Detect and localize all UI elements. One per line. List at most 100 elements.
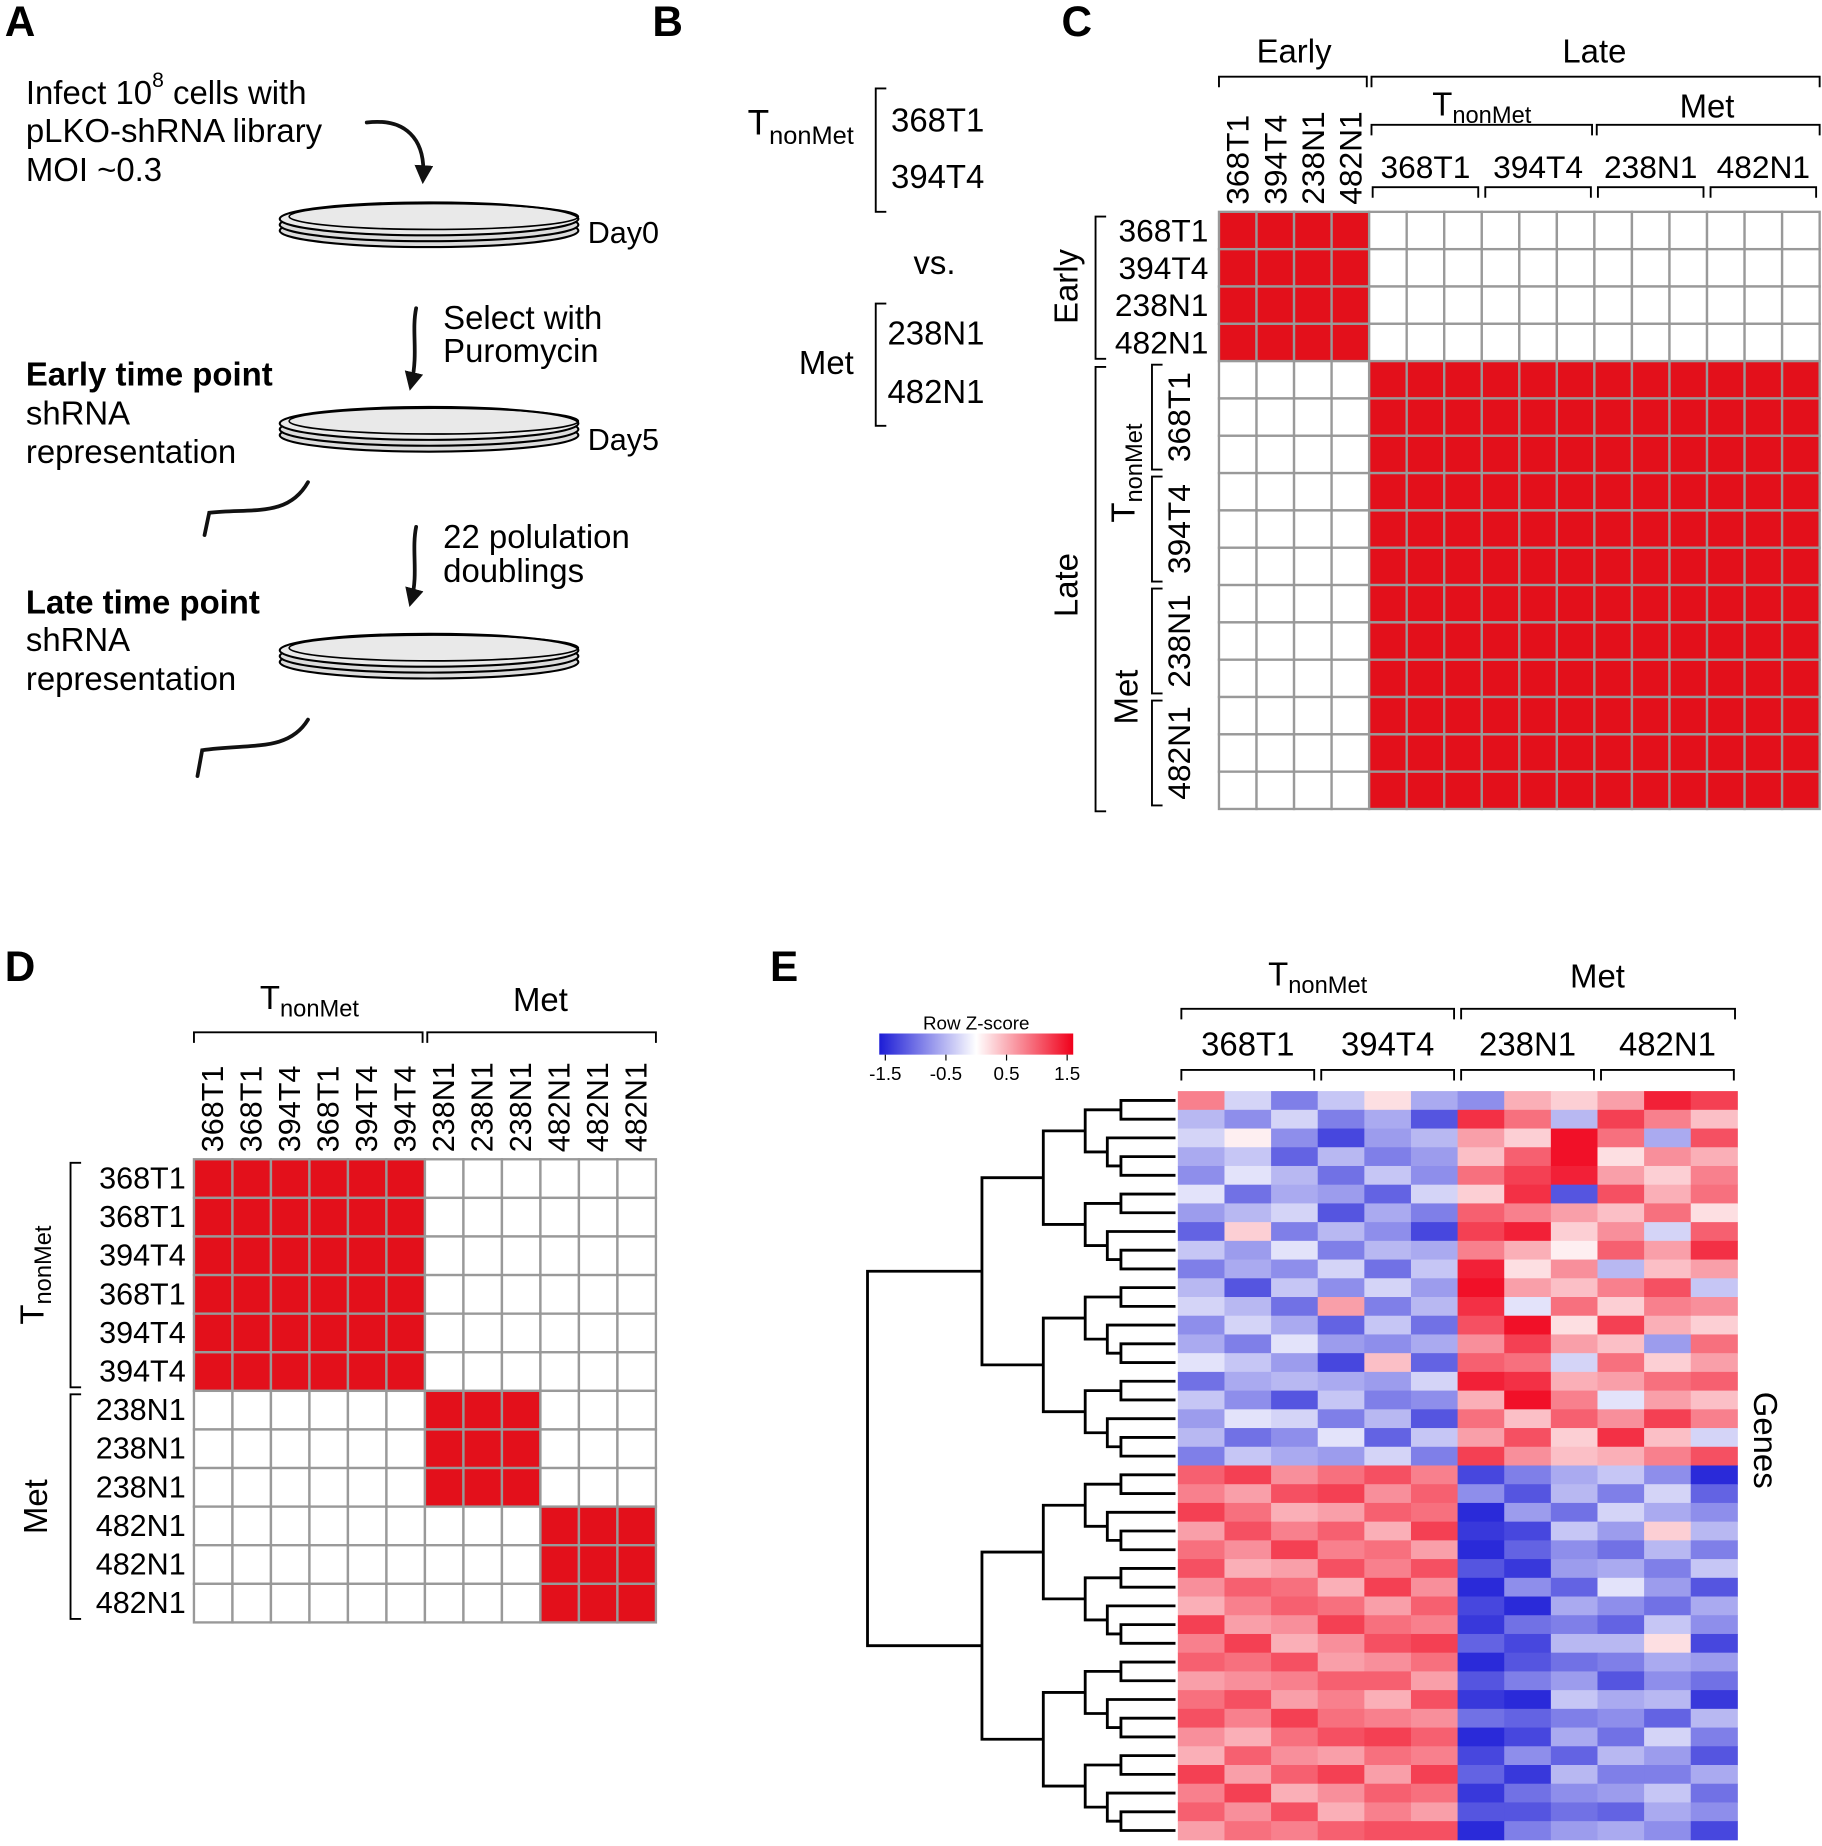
- label: 238N1: [1295, 111, 1331, 204]
- heatmap-cell: [1177, 1502, 1225, 1523]
- matrix-cell: [1480, 733, 1521, 773]
- heatmap-cell: [1597, 1203, 1645, 1223]
- matrix-cell: [577, 1351, 619, 1393]
- matrix-cell: [1780, 322, 1821, 363]
- matrix-cell: [1443, 583, 1483, 624]
- bracket: [1094, 366, 1107, 813]
- matrix-cell: [500, 1273, 542, 1315]
- heatmap-cell: [1457, 1746, 1505, 1766]
- heatmap-cell: [1504, 1540, 1552, 1560]
- matrix-cell: [1705, 434, 1746, 475]
- heatmap-cell: [1317, 1465, 1365, 1485]
- heatmap-cell: [1177, 1764, 1225, 1785]
- label: 368T1: [99, 1277, 186, 1311]
- matrix-cell: [1555, 770, 1596, 811]
- heatmap-cell: [1271, 1109, 1319, 1130]
- heatmap-cell: [1457, 1184, 1505, 1204]
- matrix-cell: [1480, 546, 1521, 587]
- matrix-cell: [1480, 359, 1521, 400]
- heatmap-cell: [1271, 1540, 1319, 1560]
- matrix-cell: [1705, 546, 1746, 587]
- matrix-cell: [616, 1544, 658, 1585]
- matrix-cell: [1555, 546, 1596, 587]
- heatmap-cell: [1364, 1484, 1412, 1504]
- dendrogram-branch: [1105, 1417, 1176, 1449]
- heatmap-cell: [1410, 1577, 1459, 1597]
- bracket: [69, 1393, 82, 1620]
- heatmap-cell: [1597, 1559, 1645, 1579]
- heatmap-cell: [1177, 1259, 1225, 1279]
- matrix-cell: [1330, 322, 1371, 363]
- heatmap-cell: [1457, 1203, 1505, 1223]
- matrix-cell: [616, 1505, 658, 1547]
- heatmap-cell: [1690, 1577, 1738, 1597]
- heatmap-cell: [1410, 1091, 1459, 1111]
- matrix-cell: [1217, 285, 1258, 325]
- matrix-cell: [1705, 509, 1746, 549]
- heatmap-cell: [1364, 1708, 1412, 1729]
- matrix-cell: [462, 1158, 504, 1200]
- label: MOI ~0.3: [26, 151, 162, 188]
- heatmap-cell: [1317, 1633, 1365, 1654]
- matrix-cell: [1555, 322, 1596, 363]
- heatmap-cell: [1410, 1615, 1459, 1635]
- matrix-cell: [192, 1273, 234, 1315]
- matrix-cell: [1405, 210, 1446, 251]
- bracket: [1180, 1068, 1316, 1081]
- heatmap-cell: [1224, 1596, 1272, 1616]
- matrix-cell: [1593, 621, 1634, 661]
- matrix-cell: [1255, 322, 1296, 363]
- matrix-cell: [308, 1505, 350, 1547]
- matrix-cell: [1405, 322, 1446, 363]
- matrix-cell: [1555, 509, 1596, 549]
- heatmap-cell: [1271, 1334, 1319, 1354]
- matrix-cell: [346, 1544, 388, 1585]
- heatmap-cell: [1457, 1559, 1505, 1579]
- heatmap-cell: [1177, 1203, 1225, 1223]
- heatmap-cell: [1177, 1147, 1225, 1167]
- bracket: [69, 1161, 82, 1389]
- heatmap-cell: [1644, 1278, 1692, 1298]
- heatmap-cell: [1317, 1821, 1365, 1841]
- label: 394T4: [389, 1066, 423, 1153]
- heatmap-cell: [1457, 1596, 1505, 1616]
- heatmap-cell: [1271, 1559, 1319, 1579]
- heatmap-cell: [1550, 1577, 1598, 1597]
- heatmap-cell: [1597, 1727, 1645, 1747]
- heatmap-cell: [1550, 1334, 1598, 1354]
- matrix-cell: [1780, 583, 1821, 624]
- heatmap-cell: [1317, 1502, 1365, 1523]
- matrix-cell: [1743, 583, 1784, 624]
- label-main: T: [13, 1305, 50, 1325]
- matrix-cell: [1518, 770, 1559, 811]
- matrix-cell: [308, 1158, 350, 1200]
- heatmap-cell: [1364, 1671, 1412, 1691]
- matrix-cell: [1743, 210, 1784, 251]
- heatmap-cell: [1224, 1315, 1272, 1335]
- heatmap-cell: [1364, 1203, 1412, 1223]
- dish-rim: [288, 202, 580, 231]
- matrix-cell: [539, 1235, 581, 1277]
- matrix-cell: [423, 1582, 465, 1624]
- heatmap-cell: [1317, 1802, 1365, 1822]
- heatmap-cell: [1410, 1409, 1459, 1429]
- heatmap-cell: [1504, 1446, 1552, 1466]
- matrix-cell: [308, 1351, 350, 1393]
- heatmap-cell: [1504, 1428, 1552, 1448]
- heatmap-cell: [1410, 1633, 1459, 1654]
- heatmap-cell: [1504, 1746, 1552, 1766]
- matrix-cell: [1330, 359, 1371, 400]
- heatmap-cell: [1177, 1184, 1225, 1204]
- heatmap-cell: [1504, 1315, 1552, 1335]
- heatmap-cell: [1177, 1540, 1225, 1560]
- heatmap-cell: [1597, 1091, 1645, 1111]
- matrix-cell: [308, 1466, 350, 1508]
- heatmap-cell: [1271, 1577, 1319, 1597]
- matrix-cell: [1780, 621, 1821, 661]
- matrix-cell: [577, 1196, 619, 1238]
- heatmap-cell: [1550, 1353, 1598, 1373]
- heatmap-cell: [1550, 1465, 1598, 1485]
- label: 22 polulation: [443, 518, 630, 555]
- subscript-label: TnonMet: [1268, 955, 1368, 999]
- heatmap-cell: [1364, 1521, 1412, 1541]
